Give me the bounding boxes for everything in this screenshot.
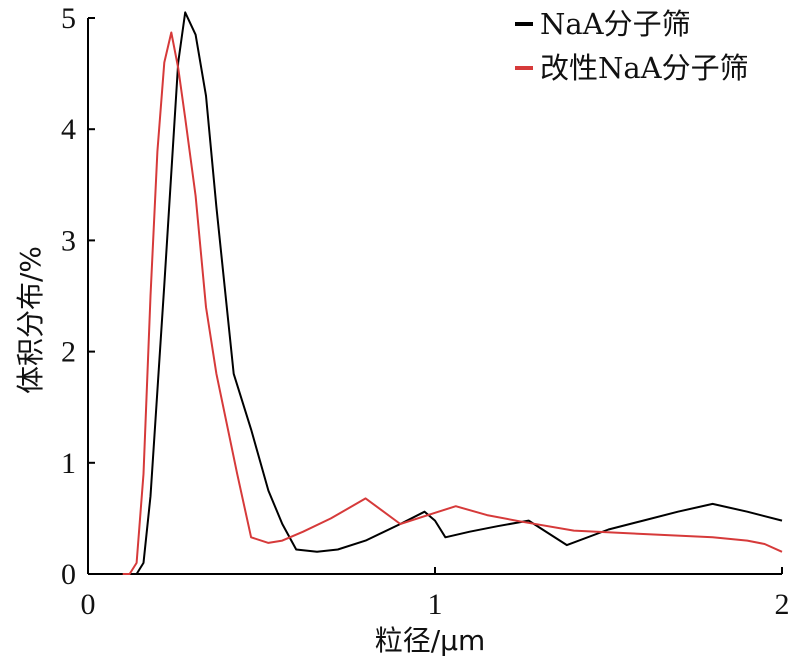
series-line-2 bbox=[122, 31, 783, 575]
y-axis-title: 体积分布/% bbox=[14, 246, 47, 394]
y-tick-label: 0 bbox=[61, 558, 76, 591]
y-tick-label: 1 bbox=[61, 447, 76, 480]
y-tick-label: 2 bbox=[61, 336, 76, 369]
x-tick-label: 0 bbox=[81, 588, 96, 621]
legend-label-2: 改性NaA分子筛 bbox=[540, 51, 749, 85]
x-tick-label: 1 bbox=[428, 588, 443, 621]
y-tick-label: 3 bbox=[61, 224, 76, 257]
plot-area bbox=[122, 11, 783, 575]
x-axis-title: 粒径/μm bbox=[375, 624, 486, 657]
tick-labels: 0 1 2 3 4 5 0 1 2 bbox=[61, 2, 790, 621]
x-tick-label: 2 bbox=[775, 588, 790, 621]
legend-label-1: NaA分子筛 bbox=[540, 7, 691, 41]
axes bbox=[87, 17, 783, 575]
series-line-1 bbox=[129, 11, 783, 575]
y-tick-label: 4 bbox=[61, 113, 76, 146]
y-tick-label: 5 bbox=[61, 2, 76, 35]
